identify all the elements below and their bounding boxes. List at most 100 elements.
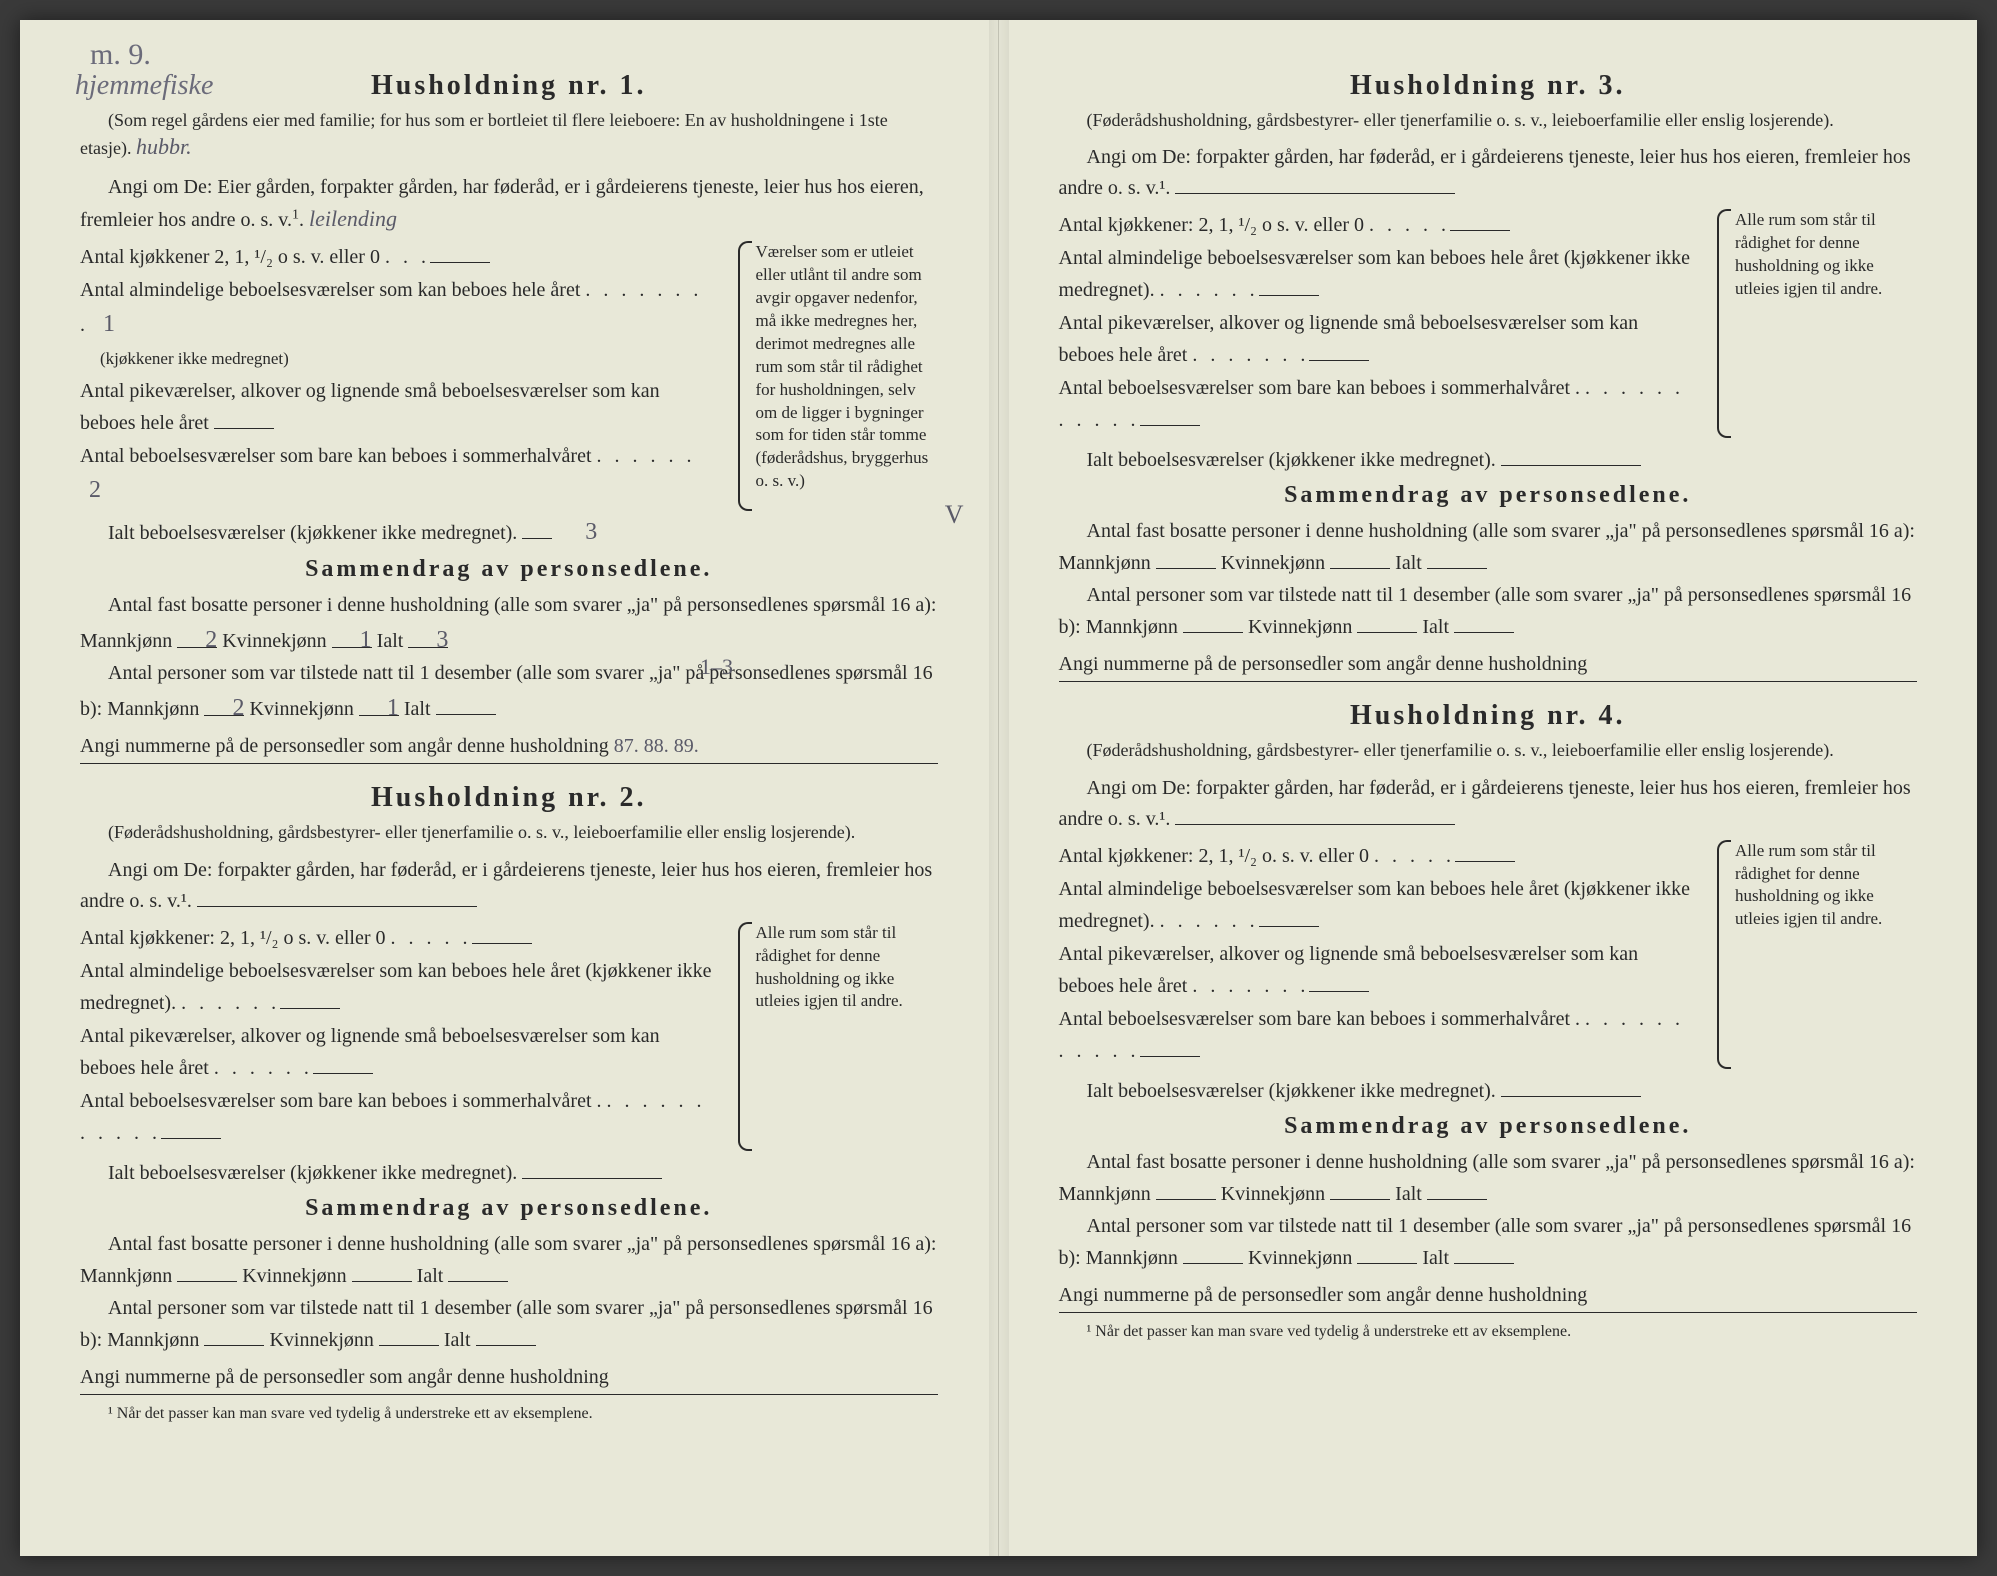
ialt-line: Ialt beboelsesværelser (kjøkkener ikke m… — [80, 1157, 938, 1185]
blank-field[interactable] — [177, 1260, 237, 1282]
sommer-label: Antal beboelsesværelser som bare kan beb… — [80, 1090, 602, 1112]
nummer-line: Angi nummerne på de personsedler som ang… — [1059, 1280, 1918, 1313]
tilstede-line: Antal personer som var tilstede natt til… — [1059, 1210, 1918, 1274]
husholdning-2-section: Husholdning nr. 2. (Føderådshusholdning,… — [80, 782, 938, 1422]
blank-field[interactable] — [1330, 1178, 1390, 1200]
fast-ialt-label: Ialt — [1395, 1183, 1422, 1205]
kjokkener-label: Antal kjøkkener 2, 1, ¹/₂ o s. v. eller … — [80, 246, 380, 268]
blank-field[interactable] — [197, 885, 477, 907]
fast-ialt-label: Ialt — [377, 630, 404, 652]
subtitle-text: (Som regel gårdens eier med familie; for… — [80, 110, 888, 158]
fast-kvinne-label: Kvinnekjønn — [242, 1265, 346, 1287]
tilstede-ialt-label: Ialt — [1422, 616, 1449, 638]
blank-field[interactable] — [1454, 1242, 1514, 1264]
blank-field[interactable] — [1175, 803, 1455, 825]
blank-field[interactable] — [1140, 1035, 1200, 1057]
ialt-label: Ialt beboelsesværelser (kjøkkener ikke m… — [108, 1162, 517, 1184]
blank-field[interactable] — [522, 1157, 662, 1179]
blank-field[interactable] — [1357, 1242, 1417, 1264]
ialt-label: Ialt beboelsesværelser (kjøkkener ikke m… — [1087, 1080, 1496, 1102]
dots: . . . . . — [391, 927, 472, 949]
blank-field[interactable] — [1330, 547, 1390, 569]
nummer-text: Angi nummerne på de personsedler som ang… — [80, 1366, 609, 1388]
blank-field[interactable] — [1501, 444, 1641, 466]
census-form-spread: m. 9. hjemmefiske V 1–3 Husholdning nr. … — [20, 20, 1977, 1556]
blank-field[interactable] — [204, 1324, 264, 1346]
almindelige-sub: (kjøkkener ikke medregnet) — [100, 349, 289, 368]
stats-side-note: Værelser som er utleiet eller utlånt til… — [738, 241, 938, 511]
dots: . . . . . . — [1160, 910, 1259, 932]
dots: . . . . . . — [1160, 279, 1259, 301]
brace-icon — [1717, 209, 1731, 438]
blank-field[interactable] — [476, 1324, 536, 1346]
blank-field[interactable] — [1309, 970, 1369, 992]
husholdning-3-angi: Angi om De: forpakter gården, har føderå… — [1059, 142, 1918, 203]
blank-field[interactable] — [313, 1052, 373, 1074]
handwritten-angi-end: leilending — [309, 206, 397, 231]
stats-side-note: Alle rum som står til rådighet for denne… — [738, 922, 938, 1151]
blank-field[interactable] — [1140, 404, 1200, 426]
fast-bosatte-line: Antal fast bosatte personer i denne hush… — [1059, 1146, 1918, 1210]
blank-field[interactable] — [1450, 209, 1510, 231]
blank-field[interactable] — [1183, 1242, 1243, 1264]
blank-field[interactable] — [379, 1324, 439, 1346]
stat-almindelige: Antal almindelige beboelsesværelser som … — [1059, 874, 1698, 937]
blank-field[interactable] — [352, 1260, 412, 1282]
blank-field[interactable] — [472, 922, 532, 944]
blank-field[interactable] — [214, 407, 274, 429]
dots: . . . — [385, 246, 430, 268]
sammendrag-3-title: Sammendrag av personsedlene. — [1059, 482, 1918, 509]
blank-field[interactable] — [1357, 611, 1417, 633]
blank-field[interactable] — [1259, 905, 1319, 927]
blank-field[interactable] — [1454, 611, 1514, 633]
blank-field[interactable] — [1259, 274, 1319, 296]
blank-field[interactable] — [1427, 1178, 1487, 1200]
stat-almindelige: Antal almindelige beboelsesværelser som … — [80, 275, 718, 374]
husholdning-1-stats: Antal kjøkkener 2, 1, ¹/₂ o s. v. eller … — [80, 241, 938, 511]
nummer-text: Angi nummerne på de personsedler som ang… — [1059, 653, 1588, 675]
fast-ialt-label: Ialt — [1395, 552, 1422, 574]
dots: . . . . . . — [597, 445, 696, 467]
blank-field[interactable] — [1309, 339, 1369, 361]
blank-field[interactable] — [1156, 547, 1216, 569]
blank-field[interactable] — [522, 517, 552, 539]
husholdning-2-title: Husholdning nr. 2. — [80, 782, 938, 814]
handwritten-range: 1–3 — [700, 654, 733, 680]
side-note-text: Alle rum som står til rådighet for denne… — [756, 923, 903, 1011]
ialt-line: Ialt beboelsesværelser (kjøkkener ikke m… — [1059, 1075, 1918, 1103]
tilstede-mann-value: 2 — [204, 689, 244, 715]
blank-field[interactable] — [1175, 172, 1455, 194]
tilstede-ialt-label: Ialt — [444, 1329, 471, 1351]
stat-kjokkener: Antal kjøkkener 2, 1, ¹/₂ o s. v. eller … — [80, 241, 718, 273]
stat-sommer: Antal beboelsesværelser som bare kan beb… — [1059, 373, 1698, 436]
stat-sommer: Antal beboelsesværelser som bare kan beb… — [80, 1086, 718, 1149]
blank-field[interactable] — [1183, 611, 1243, 633]
stat-pike: Antal pikeværelser, alkover og lignende … — [1059, 939, 1698, 1002]
blank-field[interactable] — [280, 987, 340, 1009]
page-right: Husholdning nr. 3. (Føderådshusholdning,… — [999, 20, 1978, 1556]
stats-left: Antal kjøkkener: 2, 1, ¹/₂ o s. v. eller… — [80, 922, 718, 1151]
husholdning-4-section: Husholdning nr. 4. (Føderådshusholdning,… — [1059, 700, 1918, 1340]
blank-field[interactable] — [430, 241, 490, 263]
footnote-left: ¹ Når det passer kan man svare ved tydel… — [80, 1405, 938, 1423]
ialt-label: Ialt beboelsesværelser (kjøkkener ikke m… — [1087, 449, 1496, 471]
husholdning-3-title: Husholdning nr. 3. — [1059, 70, 1918, 102]
husholdning-3-section: Husholdning nr. 3. (Føderådshusholdning,… — [1059, 70, 1918, 682]
blank-field[interactable] — [1427, 547, 1487, 569]
blank-field[interactable] — [1501, 1075, 1641, 1097]
tilstede-kvinne-label: Kvinnekjønn — [249, 698, 353, 720]
blank-field[interactable] — [1156, 1178, 1216, 1200]
kjokkener-label: Antal kjøkkener: 2, 1, ¹/₂ o s. v. eller… — [1059, 214, 1365, 236]
blank-field[interactable] — [448, 1260, 508, 1282]
blank-field[interactable] — [436, 693, 496, 715]
fast-ialt-label: Ialt — [417, 1265, 444, 1287]
blank-field[interactable] — [1455, 840, 1515, 862]
dots: . . . . . — [1374, 845, 1455, 867]
sommer-label: Antal beboelsesværelser som bare kan beb… — [1059, 1008, 1581, 1030]
side-note-text: Alle rum som står til rådighet for denne… — [1735, 210, 1882, 298]
stats-left: Antal kjøkkener 2, 1, ¹/₂ o s. v. eller … — [80, 241, 718, 511]
page-left: m. 9. hjemmefiske V 1–3 Husholdning nr. … — [20, 20, 999, 1556]
nummer-line: Angi nummerne på de personsedler som ang… — [80, 731, 938, 764]
blank-field[interactable] — [161, 1117, 221, 1139]
husholdning-2-stats: Antal kjøkkener: 2, 1, ¹/₂ o s. v. eller… — [80, 922, 938, 1151]
